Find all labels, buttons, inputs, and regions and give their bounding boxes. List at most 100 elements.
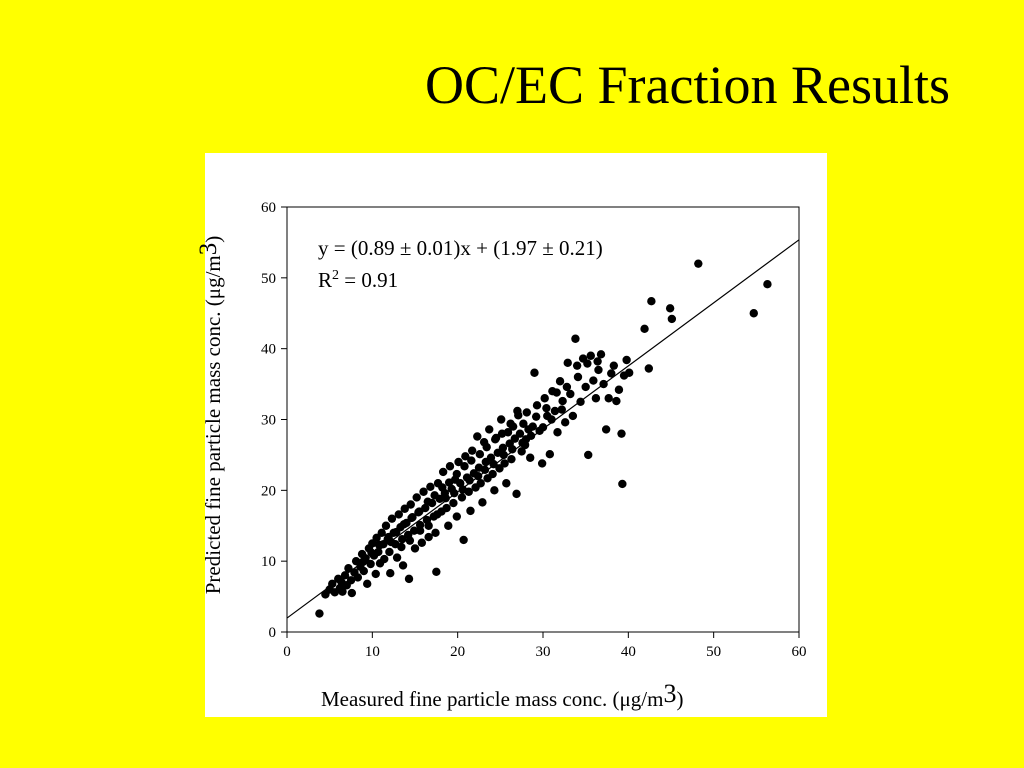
data-point — [430, 491, 439, 500]
data-point — [557, 405, 566, 414]
data-point — [458, 485, 467, 494]
data-point — [617, 429, 626, 438]
data-point — [526, 431, 536, 440]
data-point — [353, 573, 363, 582]
data-point — [496, 415, 506, 424]
data-point — [467, 456, 476, 465]
data-point — [612, 396, 621, 406]
data-point — [374, 547, 383, 557]
data-point — [694, 259, 703, 268]
data-point — [344, 564, 353, 573]
data-point — [560, 418, 570, 427]
data-point — [419, 487, 428, 496]
x-tick-label: 40 — [621, 644, 636, 660]
data-point — [400, 504, 409, 513]
x-axis-label-prefix: Measured fine particle mass conc. ( — [321, 687, 620, 711]
data-point — [528, 422, 537, 431]
data-point — [394, 510, 403, 519]
x-tick-label: 50 — [706, 644, 721, 660]
y-tick-label: 60 — [261, 200, 276, 216]
data-point — [398, 561, 408, 570]
data-point — [624, 368, 634, 377]
data-point — [385, 547, 394, 557]
data-point — [438, 467, 448, 477]
data-point — [386, 569, 395, 578]
data-point — [460, 462, 469, 471]
data-point — [586, 351, 595, 360]
data-point — [530, 368, 539, 377]
y-axis-unit-close: ) — [201, 235, 225, 243]
x-tick-label: 30 — [536, 644, 551, 660]
data-point — [452, 469, 462, 479]
data-point — [576, 397, 585, 406]
data-point — [589, 376, 598, 385]
data-point — [644, 364, 654, 373]
data-point — [450, 488, 459, 498]
data-point — [405, 536, 415, 545]
data-point — [526, 453, 535, 462]
data-point — [347, 588, 357, 598]
data-point — [518, 438, 527, 448]
data-point — [399, 520, 409, 529]
regression-annotation: y = (0.89 ± 0.01)x + (1.97 ± 0.21) R2 = … — [318, 233, 603, 296]
data-point — [473, 471, 483, 481]
data-point — [490, 486, 499, 495]
data-point — [604, 394, 613, 403]
y-tick-label: 10 — [261, 554, 276, 570]
r-squared-value: = 0.91 — [339, 267, 399, 292]
data-point — [367, 548, 376, 557]
y-axis-label-prefix: Predicted fine particle mass conc. ( — [201, 299, 225, 595]
data-point — [466, 506, 475, 516]
data-point — [371, 569, 380, 579]
data-point — [431, 528, 440, 538]
data-point — [407, 513, 416, 523]
data-point — [444, 478, 454, 487]
data-point — [485, 425, 494, 434]
data-point — [415, 526, 425, 535]
x-axis-unit-power: 3 — [663, 679, 677, 708]
data-point — [563, 358, 572, 368]
data-point — [596, 350, 606, 359]
data-point — [486, 453, 496, 462]
data-point — [568, 411, 578, 421]
data-point — [749, 309, 758, 318]
data-point — [452, 512, 462, 521]
data-point — [476, 479, 485, 488]
data-point — [386, 537, 396, 547]
data-point — [522, 408, 531, 417]
data-point — [601, 425, 611, 434]
data-point — [475, 450, 485, 459]
data-point — [497, 429, 507, 438]
data-point — [512, 489, 521, 499]
data-point — [392, 553, 402, 562]
data-point — [423, 497, 432, 506]
data-point — [459, 535, 468, 545]
data-point — [424, 532, 433, 542]
data-point — [506, 419, 515, 428]
data-point — [763, 280, 772, 289]
x-axis-label: Measured fine particle mass conc. (μg/m3… — [321, 679, 684, 713]
regression-equation: y = (0.89 ± 0.01)x + (1.97 ± 0.21) — [318, 236, 603, 260]
data-point — [547, 415, 556, 424]
data-point — [456, 479, 465, 488]
r-squared-power: 2 — [332, 267, 340, 283]
x-tick-label: 60 — [792, 644, 807, 660]
data-point — [445, 462, 455, 471]
data-point — [558, 396, 567, 406]
data-point — [540, 394, 549, 403]
data-point — [363, 579, 372, 589]
data-point — [550, 406, 560, 416]
data-point — [415, 507, 424, 516]
data-point — [517, 447, 526, 456]
data-point — [457, 493, 467, 502]
data-point — [346, 576, 356, 585]
data-point — [387, 514, 397, 523]
x-axis-unit-close: ) — [676, 687, 684, 711]
data-point — [473, 432, 482, 441]
data-point — [562, 382, 572, 392]
data-point — [410, 544, 420, 553]
y-tick-label: 0 — [269, 625, 277, 641]
data-point — [359, 566, 368, 576]
data-point — [584, 450, 593, 460]
data-point — [622, 355, 631, 365]
